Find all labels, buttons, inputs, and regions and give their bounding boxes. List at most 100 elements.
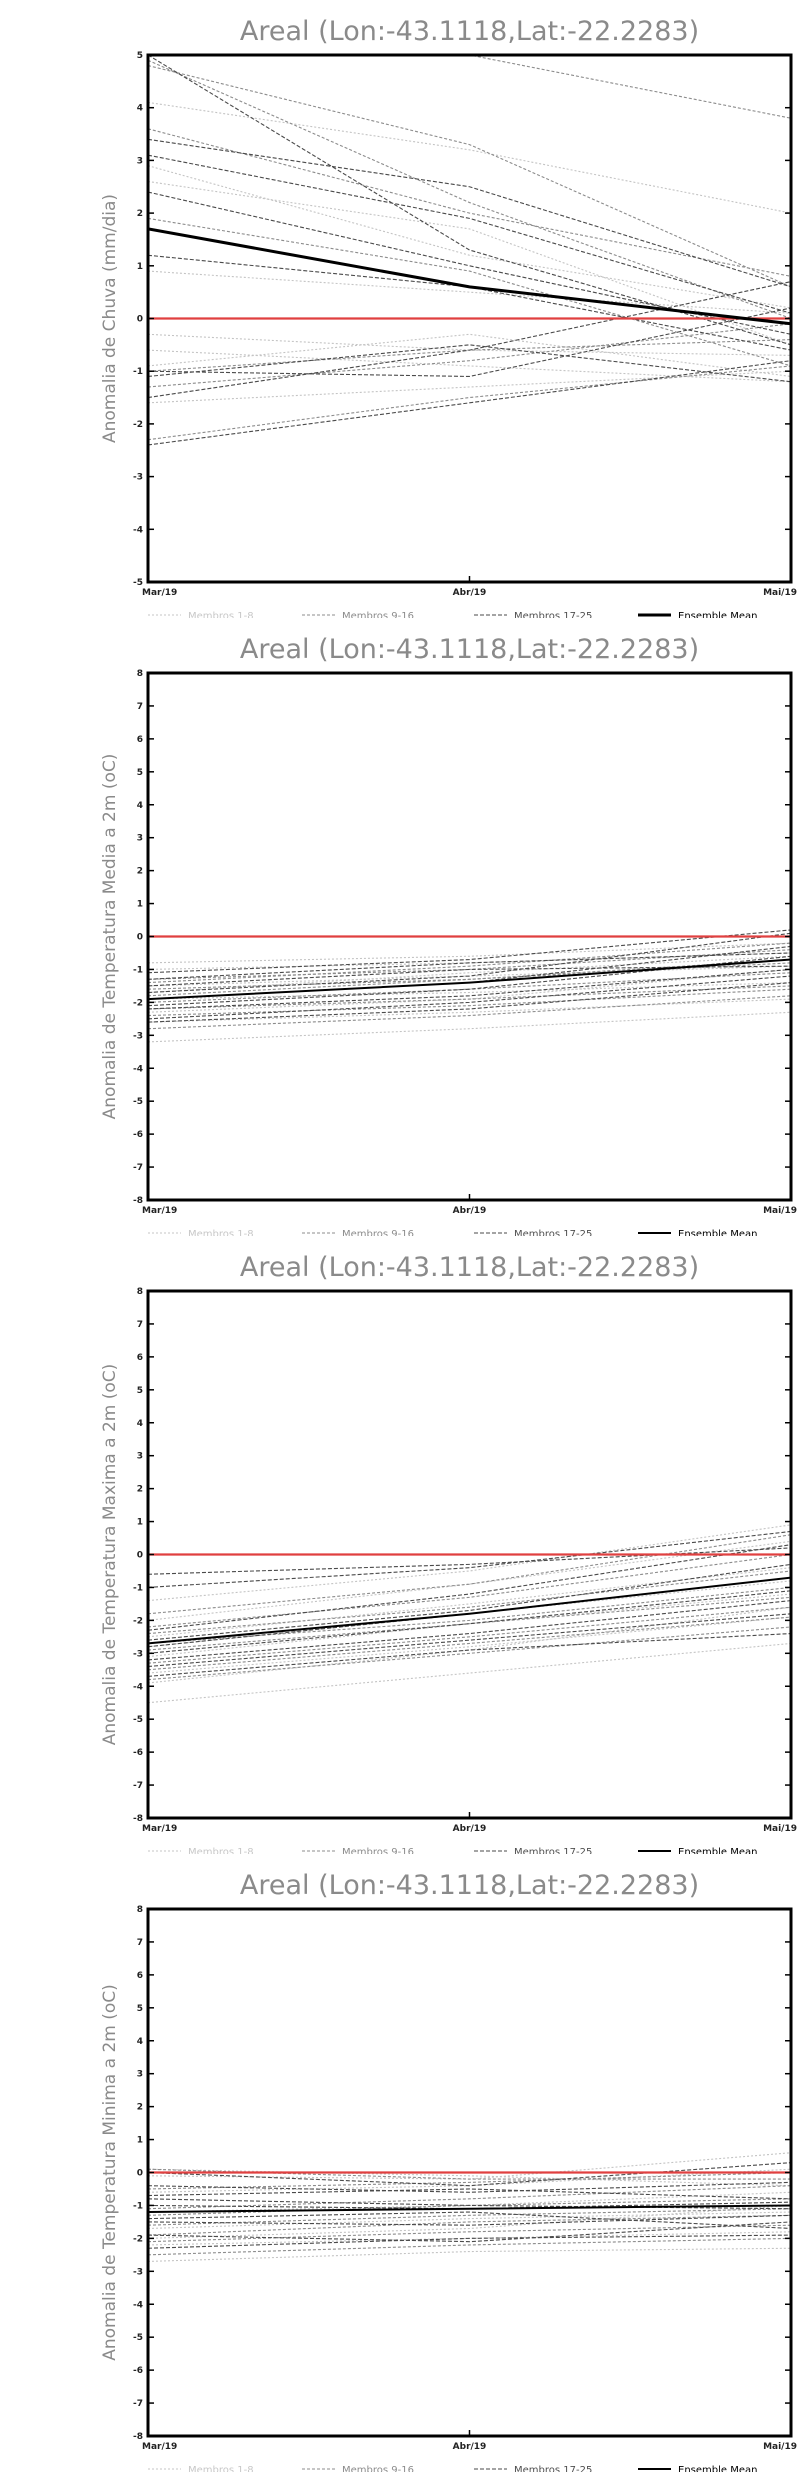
y-tick-label: 8	[137, 1905, 143, 1915]
member-17-25-line	[148, 932, 791, 994]
member-1-8-line	[148, 2247, 791, 2262]
member-9-16-line	[148, 959, 791, 997]
y-tick-label: 5	[137, 1386, 143, 1396]
y-tick-label: -6	[133, 1748, 143, 1758]
legend-ensemble-mean: Ensemble Mean	[638, 1847, 757, 1854]
legend-label: Membros 1-8	[188, 1847, 254, 1854]
x-tick-label: Abr/19	[453, 1824, 487, 1834]
y-tick-label: 2	[137, 867, 143, 877]
member-9-16-line	[148, 2171, 791, 2190]
ensemble-mean-line	[148, 2204, 791, 2214]
member-9-16-line	[148, 1586, 791, 1644]
member-9-16-line	[148, 1534, 791, 1615]
y-axis-label: Anomalia de Chuva (mm/dia)	[100, 194, 120, 443]
y-tick-label: -7	[133, 1163, 143, 1173]
ensemble-mean-line	[148, 227, 791, 326]
legend-label: Membros 17-25	[514, 2465, 592, 2472]
legend-label: Membros 9-16	[342, 611, 414, 618]
y-tick-label: 0	[137, 315, 143, 325]
member-17-25-line	[148, 952, 791, 980]
y-tick-label: -3	[133, 473, 143, 483]
legend-label: Membros 17-25	[514, 1229, 592, 1236]
legend-members-17-25: Membros 17-25	[474, 611, 592, 618]
member-1-8-line	[148, 2204, 791, 2239]
member-9-16-line	[148, 995, 791, 1030]
series-layer	[148, 1524, 791, 1704]
x-tick-label: Mai/19	[763, 588, 797, 598]
member-1-8-line	[148, 998, 791, 1023]
y-tick-label: 7	[137, 702, 143, 712]
y-tick-label: 1	[137, 900, 143, 910]
legend-label: Membros 1-8	[188, 1229, 254, 1236]
member-9-16-line	[148, 2208, 791, 2226]
legend-label: Ensemble Mean	[678, 2465, 757, 2472]
legend-members-17-25: Membros 17-25	[474, 1229, 592, 1236]
legend-label: Membros 9-16	[342, 1847, 414, 1854]
member-1-8-line	[148, 101, 791, 214]
ensemble-mean-line	[148, 1576, 791, 1645]
x-tick-label: Abr/19	[453, 2442, 487, 2452]
member-9-16-line	[148, 1570, 791, 1635]
member-17-25-line	[148, 982, 791, 1023]
y-tick-label: -6	[133, 2366, 143, 2376]
y-tick-label: 5	[137, 2004, 143, 2014]
y-tick-label: -8	[133, 2432, 143, 2442]
member-9-16-line	[148, 55, 791, 119]
y-tick-label: -2	[133, 420, 143, 430]
legend-members-1-8: Membros 1-8	[148, 1847, 254, 1854]
y-tick-label: -4	[133, 525, 143, 535]
chart-panel-3: Areal (Lon:-43.1118,Lat:-22.2283) Anomali…	[100, 1252, 797, 1854]
y-axis-label: Anomalia de Temperatura Maxima a 2m (oC)	[100, 1364, 120, 1746]
member-9-16-line	[148, 59, 791, 320]
legend-label: Membros 9-16	[342, 1229, 414, 1236]
y-tick-label: -3	[133, 1031, 143, 1041]
x-tick-label: Mai/19	[763, 1206, 797, 1216]
member-1-8-line	[148, 1616, 791, 1674]
member-1-8-line	[148, 270, 791, 314]
member-9-16-line	[148, 65, 791, 288]
y-tick-label: -3	[133, 1649, 143, 1659]
y-tick-label: 4	[137, 2037, 143, 2047]
member-17-25-line	[148, 254, 791, 351]
legend-ensemble-mean: Ensemble Mean	[638, 1229, 757, 1236]
legend-label: Ensemble Mean	[678, 1229, 757, 1236]
y-tick-label: 4	[137, 801, 143, 811]
member-17-25-line	[148, 929, 791, 974]
member-17-25-line	[148, 1547, 791, 1575]
y-tick-label: -5	[133, 578, 143, 588]
member-9-16-line	[148, 988, 791, 1017]
y-tick-label: 0	[137, 2169, 143, 2179]
member-17-25-line	[148, 968, 791, 1010]
y-tick-label: 8	[137, 669, 143, 679]
legend-members-9-16: Membros 9-16	[302, 611, 414, 618]
y-tick-label: -2	[133, 1616, 143, 1626]
y-tick-label: 0	[137, 1551, 143, 1561]
legend-ensemble-mean: Ensemble Mean	[638, 611, 757, 618]
member-9-16-line	[148, 1553, 791, 1628]
member-17-25-line	[148, 154, 791, 314]
y-tick-label: 5	[137, 768, 143, 778]
member-17-25-line	[148, 2181, 791, 2193]
y-tick-label: 8	[137, 1287, 143, 1297]
y-tick-label: -1	[133, 367, 143, 377]
legend-label: Membros 1-8	[188, 611, 254, 618]
member-17-25-line	[148, 360, 791, 446]
member-9-16-line	[148, 1596, 791, 1651]
x-tick-label: Mai/19	[763, 2442, 797, 2452]
series-layer	[148, 55, 791, 446]
y-tick-label: 1	[137, 262, 143, 272]
x-tick-label: Mai/19	[763, 1824, 797, 1834]
y-tick-label: 6	[137, 1971, 143, 1981]
y-tick-label: 3	[137, 156, 143, 166]
member-1-8-line	[148, 1011, 791, 1043]
y-tick-label: -1	[133, 965, 143, 975]
member-17-25-line	[148, 138, 791, 288]
member-17-25-line	[148, 1613, 791, 1668]
member-9-16-line	[148, 2224, 791, 2243]
y-tick-label: 4	[137, 1419, 143, 1429]
legend-members-9-16: Membros 9-16	[302, 1847, 414, 1854]
member-1-8-line	[148, 2211, 791, 2230]
chart-title: Areal (Lon:-43.1118,Lat:-22.2283)	[240, 634, 699, 665]
legend-members-1-8: Membros 1-8	[148, 1229, 254, 1236]
